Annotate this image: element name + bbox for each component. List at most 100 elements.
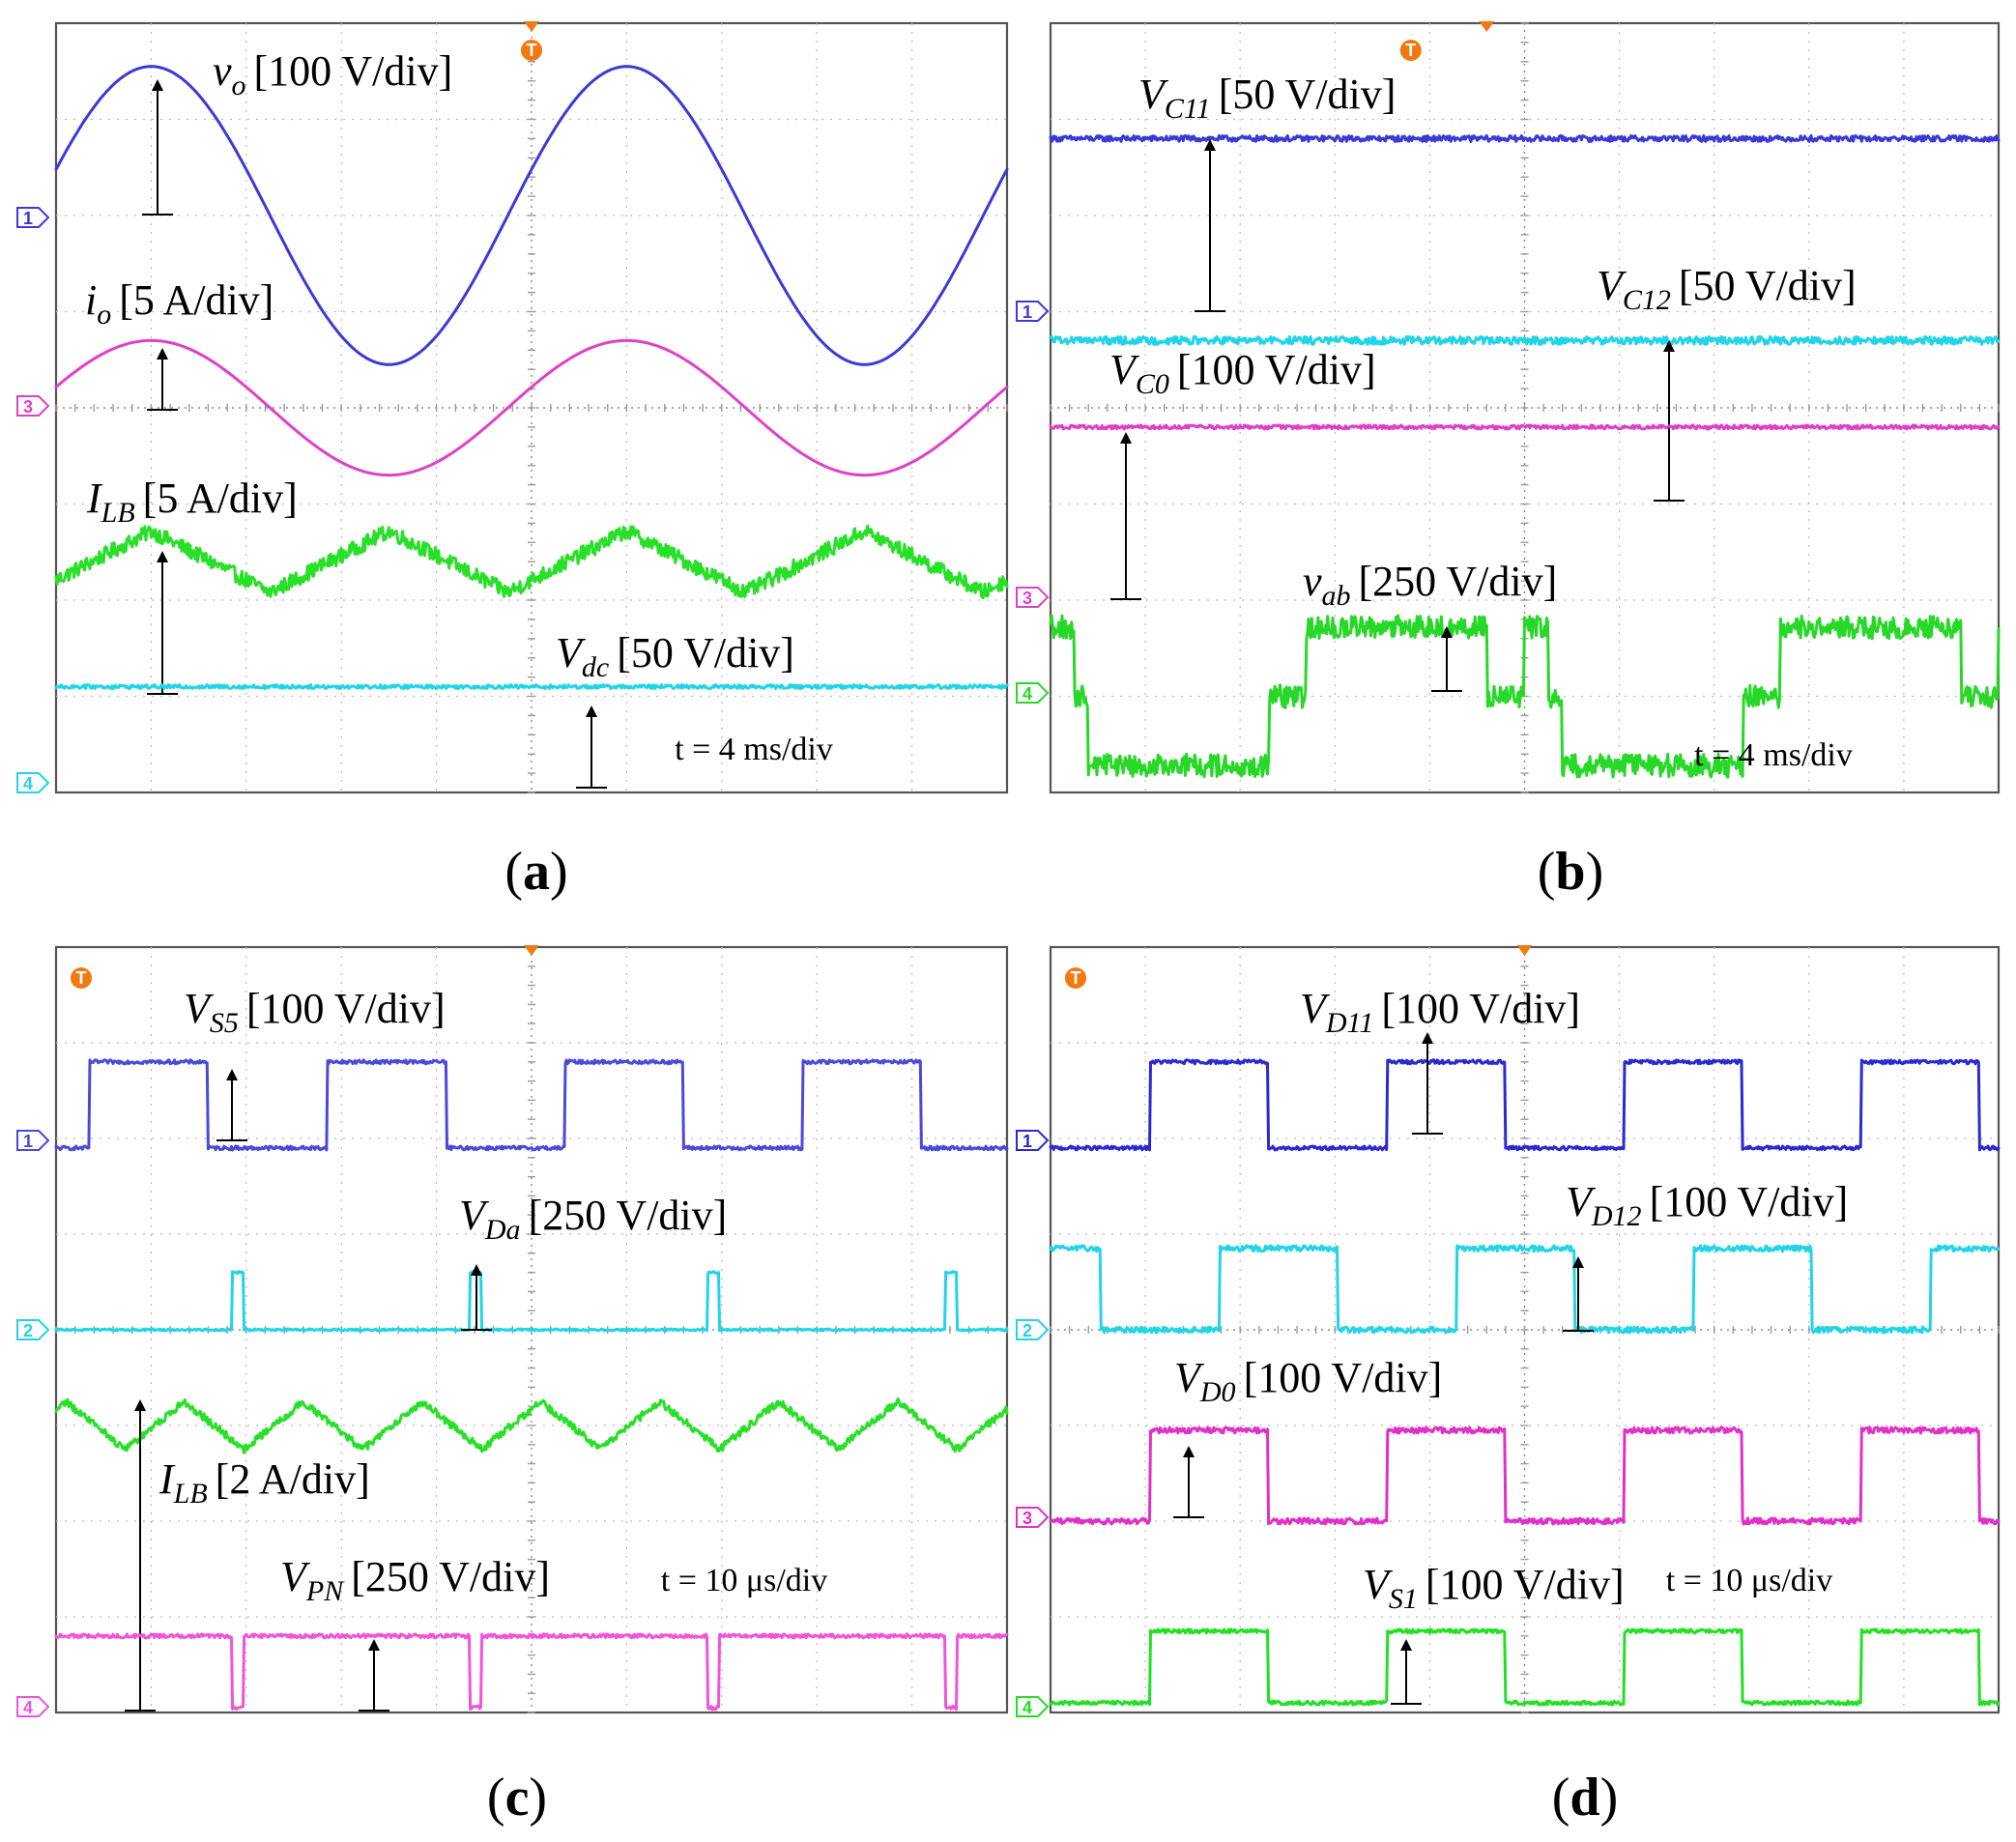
- caption-b: (b): [1538, 842, 1603, 902]
- trigger-marker-label: T: [527, 41, 537, 60]
- scale-arrowhead-icon: [368, 1639, 380, 1651]
- series-label-b-3: vab [250 V/div]: [1303, 558, 1557, 612]
- trigger-marker-label: T: [1405, 41, 1416, 60]
- label-sub: C11: [1165, 93, 1211, 125]
- label-sub: o: [232, 70, 246, 101]
- label-scale: [50 V/div]: [1219, 71, 1397, 118]
- label-main: V: [280, 1553, 311, 1600]
- series-label-a-1: io [5 A/div]: [85, 276, 274, 331]
- label-main: V: [556, 629, 587, 676]
- series-label-c-1: VDa [250 V/div]: [459, 1192, 727, 1246]
- trigger-position-icon: [1516, 945, 1533, 956]
- caption-c-close: ): [529, 1768, 547, 1828]
- trace-b-v-c12: [1049, 334, 2001, 346]
- channel-marker-label: 4: [1022, 684, 1032, 704]
- scale-arrowhead-icon: [1441, 626, 1453, 638]
- trace-b-v-c11: [1049, 133, 2001, 143]
- channel-marker-label: 3: [1022, 589, 1032, 608]
- caption-b-open: (: [1538, 842, 1556, 902]
- timebase-label-b: t = 4 ms/div: [1694, 737, 1853, 773]
- label-main: V: [184, 985, 215, 1032]
- trace-c-v-s5: [54, 1058, 1009, 1152]
- channel-marker-icon: [16, 395, 50, 417]
- trace-c-v-pn: [54, 1632, 1009, 1712]
- label-scale: [100 V/div]: [1650, 1178, 1849, 1225]
- label-sub: PN: [305, 1575, 345, 1607]
- trace-d-v-d11: [1049, 1058, 2001, 1152]
- channel-marker-icon: [1016, 301, 1050, 322]
- label-main: v: [1303, 558, 1322, 605]
- trigger-marker-label: T: [76, 968, 87, 988]
- series-label-c-2: ILB [2 A/div]: [158, 1455, 370, 1510]
- label-scale: [100 V/div]: [1381, 985, 1580, 1032]
- label-main: V: [1300, 985, 1331, 1032]
- trigger-marker-label: T: [1071, 968, 1081, 988]
- trigger-marker-icon: [521, 40, 542, 61]
- channel-marker-label: 1: [1022, 1132, 1032, 1151]
- channel-marker-icon: [16, 1319, 50, 1340]
- series-label-a-3: Vdc [50 V/div]: [556, 629, 794, 683]
- label-scale: [100 V/div]: [1426, 1561, 1625, 1608]
- channel-marker-label: 3: [23, 397, 33, 417]
- trace-a-v-o: [54, 65, 1009, 366]
- label-sub: D0: [1199, 1376, 1236, 1408]
- label-main: v: [213, 47, 232, 95]
- channel-marker-label: 4: [23, 774, 33, 793]
- series-label-a-2: ILB [5 A/div]: [86, 475, 298, 529]
- series-label-d-3: VS1 [100 V/div]: [1363, 1561, 1625, 1615]
- channel-marker-icon: [1016, 1696, 1050, 1717]
- scale-arrowhead-icon: [152, 79, 163, 91]
- channel-marker-label: 1: [23, 209, 33, 228]
- series-label-d-2: VD0 [100 V/div]: [1174, 1354, 1442, 1408]
- trace-a-v-dc: [54, 683, 1009, 690]
- scale-arrowhead-icon: [471, 1264, 482, 1276]
- scale-arrowhead-icon: [134, 1399, 146, 1411]
- caption-c-letter: c: [505, 1768, 530, 1828]
- channel-marker-label: 3: [1022, 1509, 1032, 1528]
- timebase-label-d: t = 10 μs/div: [1666, 1563, 1832, 1598]
- label-sub: D11: [1325, 1007, 1373, 1039]
- series-label-b-0: VC11 [50 V/div]: [1138, 71, 1396, 125]
- caption-a-open: (: [504, 842, 523, 902]
- channel-marker-icon: [1016, 1319, 1050, 1340]
- scale-arrowhead-icon: [1422, 1032, 1433, 1044]
- label-sub: S5: [210, 1007, 239, 1039]
- channel-marker-icon: [16, 1696, 50, 1717]
- label-main: V: [1597, 262, 1627, 309]
- caption-d-open: (: [1552, 1768, 1570, 1828]
- scale-arrowhead-icon: [586, 705, 597, 717]
- label-main: I: [158, 1455, 176, 1503]
- scale-arrowhead-icon: [1183, 1446, 1195, 1457]
- trigger-marker-icon: [1399, 40, 1422, 61]
- label-scale: [100 V/div]: [1177, 346, 1376, 393]
- label-scale: [250 V/div]: [1359, 558, 1558, 605]
- label-scale: [5 A/div]: [143, 475, 298, 522]
- caption-a-close: ): [550, 842, 568, 902]
- label-main: V: [1363, 1561, 1394, 1608]
- label-main: V: [1566, 1178, 1597, 1225]
- caption-a-letter: a: [523, 842, 550, 902]
- scale-arrowhead-icon: [1204, 139, 1216, 151]
- label-sub: S1: [1389, 1583, 1418, 1615]
- trace-d-v-s1: [1049, 1627, 2001, 1707]
- label-scale: [100 V/div]: [254, 47, 453, 95]
- caption-d-letter: d: [1570, 1768, 1599, 1828]
- label-scale: [250 V/div]: [351, 1553, 550, 1600]
- label-scale: [100 V/div]: [1244, 1354, 1443, 1401]
- channel-marker-icon: [1016, 1130, 1050, 1151]
- label-sub: o: [97, 299, 111, 331]
- label-scale: [250 V/div]: [529, 1192, 728, 1239]
- series-label-d-1: VD12 [100 V/div]: [1566, 1178, 1848, 1232]
- channel-marker-label: 2: [1022, 1321, 1032, 1340]
- scale-arrowhead-icon: [1663, 340, 1675, 352]
- series-label-b-2: VC0 [100 V/div]: [1109, 346, 1376, 400]
- series-label-b-1: VC12 [50 V/div]: [1597, 262, 1857, 316]
- scale-arrowhead-icon: [157, 551, 168, 562]
- caption-d: (d): [1552, 1768, 1618, 1828]
- scale-arrowhead-icon: [157, 348, 168, 360]
- label-sub: LB: [101, 497, 135, 529]
- trace-d-v-d0: [1049, 1425, 2001, 1526]
